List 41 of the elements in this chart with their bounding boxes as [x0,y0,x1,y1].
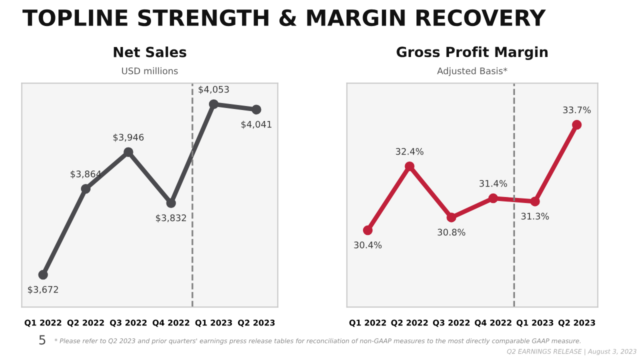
point [404,161,414,172]
chart-title: Gross Profit Margin [396,46,548,60]
point [446,212,456,222]
x-tick-label: Q2 2022 [391,320,428,327]
data-label: $3,946 [113,134,144,142]
point [252,104,262,114]
point [38,270,48,280]
data-label: 32.4% [396,148,424,155]
data-label: 33.7% [563,106,591,114]
point [208,99,219,110]
data-label: 30.8% [438,228,466,236]
data-label: $3,832 [156,214,186,222]
x-tick-label: Q3 2022 [110,320,147,327]
chart-title: Net Sales [114,46,186,58]
data-label: 31.4% [480,180,508,187]
data-label: 31.3% [521,212,549,220]
x-tick-label: Q4 2022 [152,320,190,327]
data-label: $4,053 [198,86,229,94]
data-label: 30.4% [354,242,382,248]
point [80,184,91,194]
chart-subtitle: USD millions [122,67,178,74]
x-tick-label: Q2 2022 [67,320,104,327]
text: TOPLINE STRENGTH & MARGIN RECOVERY [22,9,546,26]
x-tick-label: Q1 2023 [195,320,232,327]
point [530,196,540,206]
x-tick-label: Q1 2022 [24,320,62,327]
x-tick-label: Q2 2023 [558,320,596,327]
data-label: $4,041 [241,120,272,129]
data-label: $3,672 [28,286,58,294]
point [124,147,134,157]
point [572,120,582,130]
point [488,193,498,204]
x-tick-label: Q3 2022 [432,320,470,327]
text: 5 [39,335,46,345]
chart-subtitle: Adjusted Basis* [437,67,508,76]
x-tick-label: Q2 2023 [238,320,275,327]
x-tick-label: Q1 2022 [349,320,386,327]
x-tick-label: Q1 2023 [516,320,554,327]
x-tick-label: Q4 2022 [474,320,512,327]
point [166,198,176,208]
point [362,225,373,236]
